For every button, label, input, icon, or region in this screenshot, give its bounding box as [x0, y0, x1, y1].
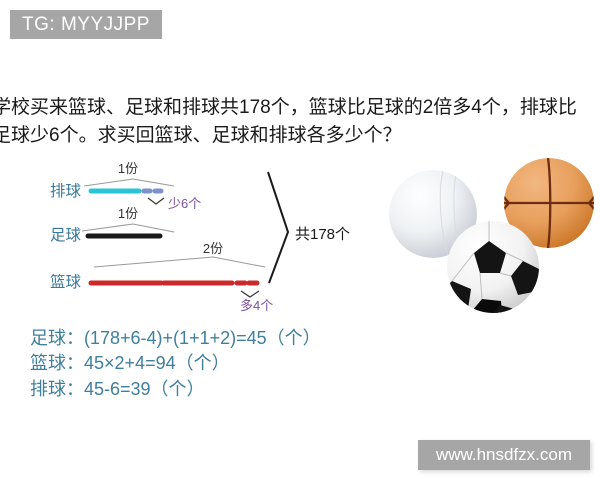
svg-text:多4个: 多4个	[240, 298, 273, 313]
svg-text:排球: 排球	[50, 182, 82, 200]
svg-text:2份: 2份	[203, 241, 223, 256]
svg-text:少6个: 少6个	[168, 196, 201, 211]
svg-text:篮球: 篮球	[50, 273, 82, 291]
svg-text:共178个: 共178个	[295, 226, 350, 243]
svg-text:足球: 足球	[50, 226, 82, 244]
svg-text:1份: 1份	[118, 161, 138, 176]
svg-text:1份: 1份	[118, 206, 138, 221]
